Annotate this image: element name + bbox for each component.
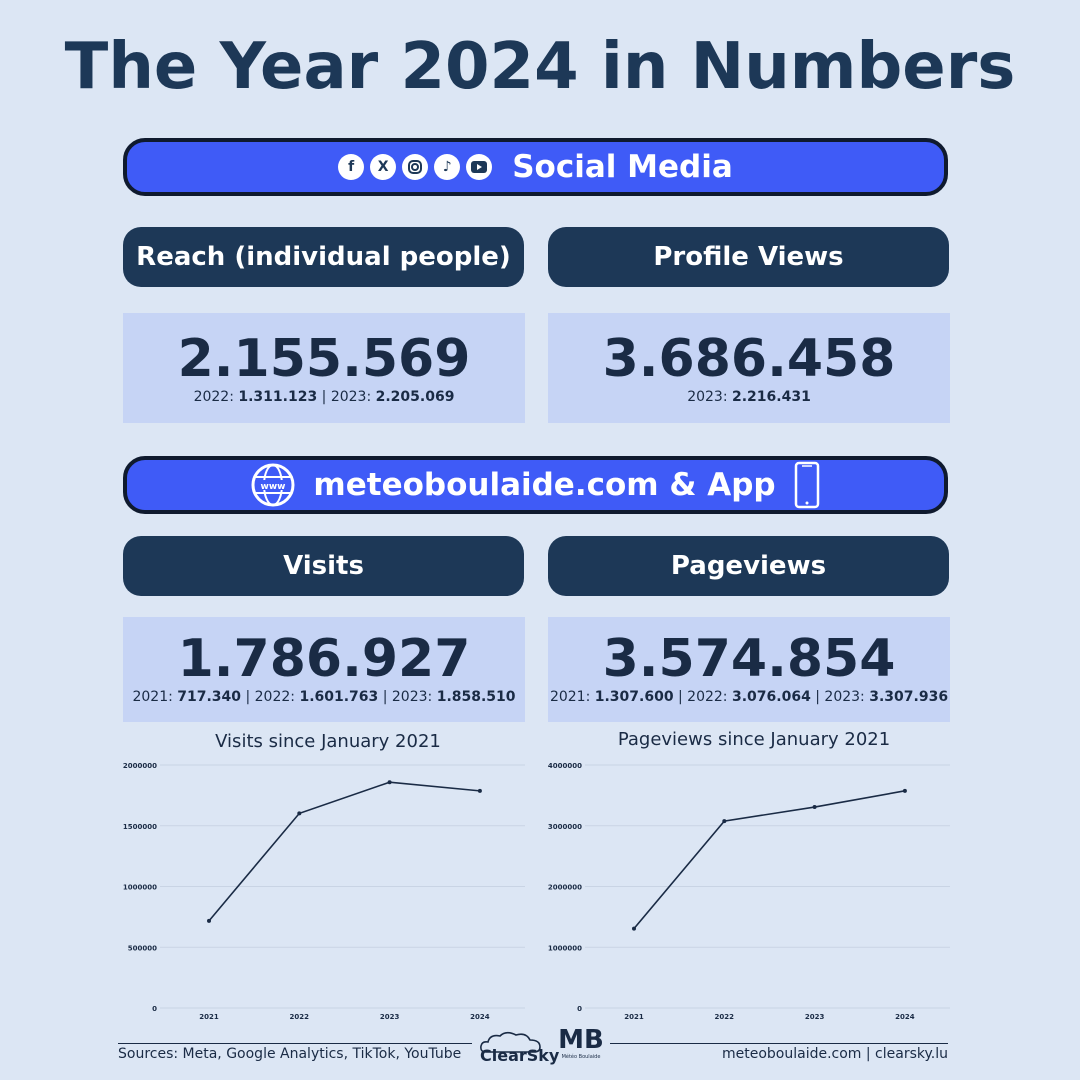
data-point bbox=[297, 811, 302, 816]
y-tick-label: 1000000 bbox=[123, 884, 157, 892]
data-point bbox=[722, 819, 727, 824]
reach-header: Reach (individual people) bbox=[123, 227, 524, 287]
pageviews-value: 3.574.854 bbox=[602, 629, 896, 689]
data-point bbox=[632, 926, 636, 931]
pageviews-header: Pageviews bbox=[548, 536, 949, 596]
website-label: meteoboulaide.com & App bbox=[313, 467, 776, 503]
x-tick-label: 2021 bbox=[199, 1013, 219, 1021]
visits-line-chart: 0 500000 1000000 1500000 2000000 2021 2022 2023… bbox=[123, 762, 525, 1021]
profile-views-header: Profile Views bbox=[548, 227, 949, 287]
phone-icon bbox=[794, 461, 820, 509]
visits-value: 1.786.927 bbox=[177, 629, 471, 689]
x-tick-label: 2024 bbox=[470, 1013, 490, 1021]
x-tick-label: 2023 bbox=[805, 1013, 825, 1021]
reach-history: 2022: 1.311.123 | 2023: 2.205.069 bbox=[193, 389, 455, 405]
svg-text:www: www bbox=[261, 482, 286, 492]
instagram-icon bbox=[402, 154, 429, 180]
series-line bbox=[633, 790, 906, 930]
y-tick-label: 1500000 bbox=[123, 823, 157, 831]
data-point bbox=[387, 780, 392, 785]
x-tick-label: 2022 bbox=[715, 1013, 735, 1021]
reach-value: 2.155.569 bbox=[177, 329, 471, 389]
pageviews-history: 2021: 1.307.600 | 2022: 3.076.064 | 2023… bbox=[549, 689, 949, 705]
x-icon: X bbox=[370, 154, 397, 180]
clearsky-logo-text: ClearSky bbox=[480, 1046, 560, 1065]
data-point bbox=[477, 788, 482, 793]
profile-views-stat: 3.686.458 2023: 2.216.431 bbox=[548, 313, 950, 423]
y-tick-label: 500000 bbox=[128, 944, 157, 952]
y-tick-label: 2000000 bbox=[123, 762, 157, 770]
pageviews-stat: 3.574.854 2021: 1.307.600 | 2022: 3.076.… bbox=[548, 617, 950, 722]
reach-stat: 2.155.569 2022: 1.311.123 | 2023: 2.205.… bbox=[123, 313, 525, 423]
y-tick-label: 0 bbox=[577, 1005, 582, 1013]
social-icons: f X ♪ bbox=[338, 154, 493, 180]
youtube-icon bbox=[466, 154, 493, 180]
x-tick-label: 2024 bbox=[895, 1013, 915, 1021]
profile-views-history: 2023: 2.216.431 bbox=[687, 389, 811, 405]
visits-chart-title: Visits since January 2021 bbox=[215, 731, 441, 752]
facebook-icon: f bbox=[338, 154, 365, 180]
profile-views-value: 3.686.458 bbox=[602, 329, 896, 389]
visits-header: Visits bbox=[123, 536, 524, 596]
series-line bbox=[208, 781, 480, 922]
data-point bbox=[207, 918, 211, 923]
y-tick-label: 0 bbox=[152, 1005, 157, 1013]
social-media-label: Social Media bbox=[512, 149, 733, 185]
pageviews-line-chart: 0 1000000 2000000 3000000 4000000 2021 2022 202… bbox=[548, 762, 950, 1021]
globe-icon: www bbox=[251, 463, 295, 507]
page-title: The Year 2024 in Numbers bbox=[64, 30, 1016, 104]
footer-links: meteoboulaide.com | clearsky.lu bbox=[721, 1046, 948, 1062]
meteo-boulaide-logo: MB Météo Boulaide bbox=[558, 1025, 604, 1060]
y-tick-label: 3000000 bbox=[548, 823, 582, 831]
clearsky-logo: ClearSky bbox=[478, 1030, 559, 1070]
pageviews-chart-title: Pageviews since January 2021 bbox=[617, 729, 891, 750]
data-point bbox=[902, 788, 907, 793]
visits-history: 2021: 717.340 | 2022: 1.601.763 | 2023: … bbox=[132, 689, 516, 705]
visits-stat: 1.786.927 2021: 717.340 | 2022: 1.601.76… bbox=[123, 617, 525, 722]
x-tick-label: 2023 bbox=[380, 1013, 400, 1021]
y-tick-label: 2000000 bbox=[548, 884, 582, 892]
data-point bbox=[812, 805, 817, 810]
x-tick-label: 2021 bbox=[624, 1013, 644, 1021]
x-tick-label: 2022 bbox=[290, 1013, 310, 1021]
y-tick-label: 1000000 bbox=[548, 944, 582, 952]
footer-sources: Sources: Meta, Google Analytics, TikTok,… bbox=[118, 1046, 462, 1062]
website-banner: www meteoboulaide.com & App bbox=[123, 456, 948, 514]
footer-divider-right bbox=[610, 1043, 948, 1044]
social-media-banner: f X ♪ Social Media bbox=[123, 138, 948, 196]
y-tick-label: 4000000 bbox=[548, 762, 582, 770]
footer-divider-left bbox=[118, 1043, 472, 1044]
tiktok-icon: ♪ bbox=[434, 154, 461, 180]
